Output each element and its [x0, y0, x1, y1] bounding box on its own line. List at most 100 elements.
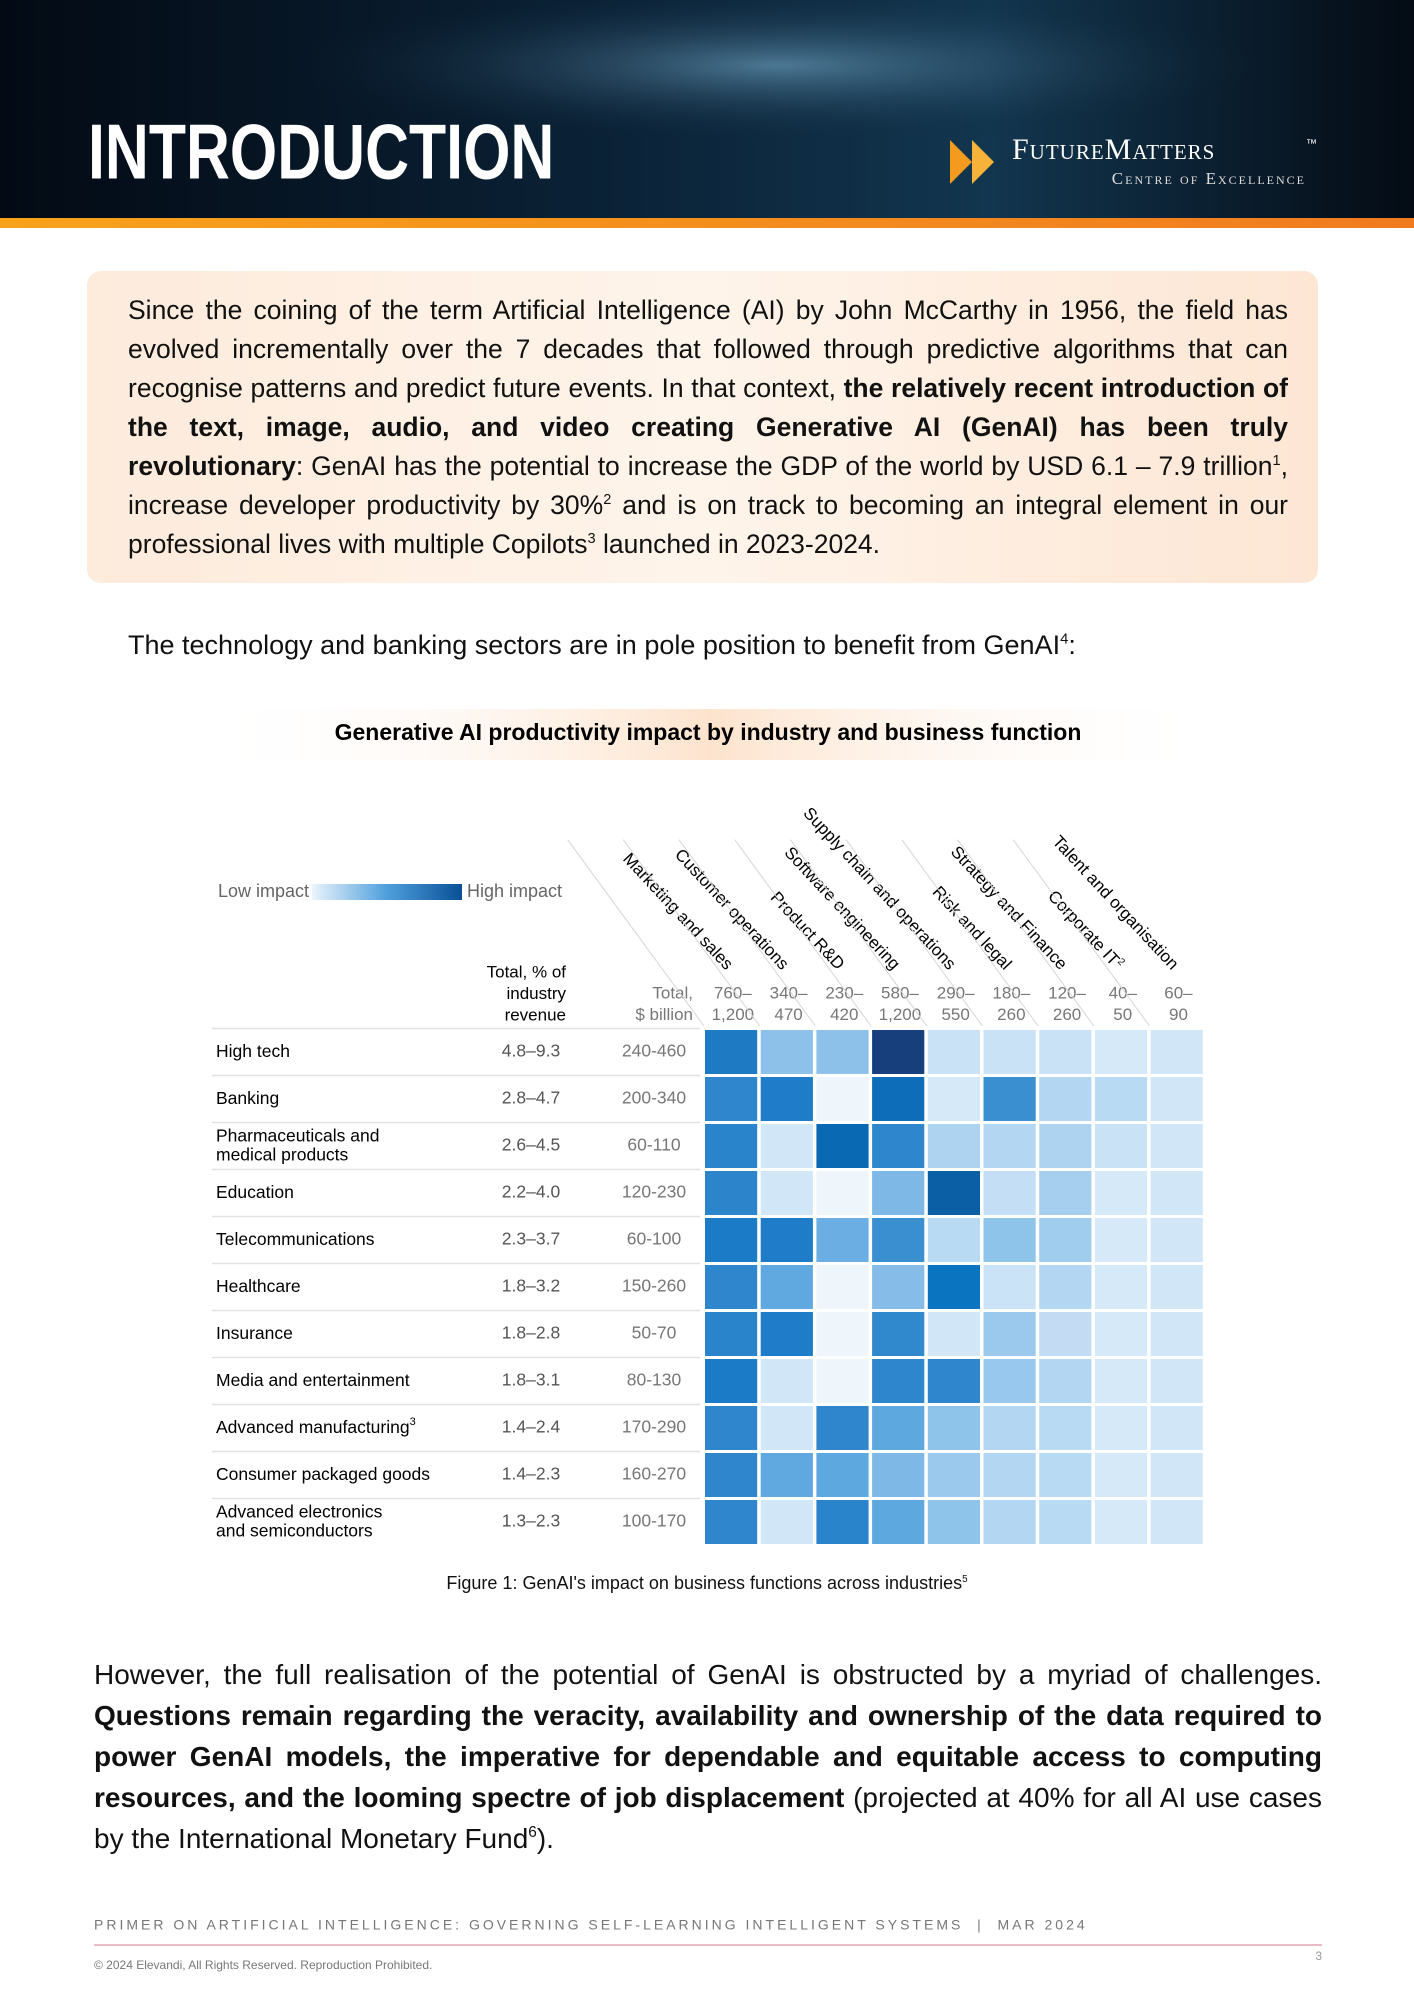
heatmap-cell [983, 1406, 1036, 1450]
column-total: 1,200 [712, 1005, 755, 1024]
heatmap-cell [927, 1265, 980, 1309]
logo-name: FutureMatters [1012, 133, 1215, 166]
row-total: 120-230 [622, 1182, 686, 1202]
total-header: $ billion [635, 1005, 693, 1024]
row-label: Telecommunications [216, 1229, 375, 1249]
row-total: 240-460 [622, 1041, 686, 1061]
text-run: Since the coining of the term Artificial… [128, 295, 1288, 403]
row-label: Insurance [216, 1323, 293, 1343]
row-label-text: Healthcare [216, 1276, 301, 1296]
text-run: , increase developer productivity by 30% [128, 451, 1288, 520]
heatmap-cell [872, 1453, 925, 1497]
figure-caption: Figure 1: GenAI's impact on business fun… [200, 1573, 1214, 1594]
heatmap-cell [983, 1359, 1036, 1403]
heatmap-cell [1094, 1077, 1148, 1121]
heatmap-cell [927, 1030, 980, 1074]
heatmap-cell [927, 1171, 980, 1215]
row-label: Education [216, 1182, 294, 1202]
heatmap-cell [872, 1171, 925, 1215]
heatmap-cell [872, 1218, 925, 1262]
row-label-text: Advanced manufacturing [216, 1417, 410, 1437]
column-total: 420 [830, 1005, 858, 1024]
column-total: 340– [770, 983, 808, 1002]
row-total: 170-290 [622, 1417, 686, 1437]
heatmap-cell [1094, 1171, 1148, 1215]
row-label-text: Insurance [216, 1323, 293, 1343]
row-label: Consumer packaged goods [216, 1464, 430, 1484]
heatmap-cell [983, 1218, 1036, 1262]
heatmap-cell [760, 1265, 813, 1309]
text-run: ). [536, 1823, 554, 1854]
heatmap-cell [872, 1500, 925, 1544]
heatmap-cell [872, 1359, 925, 1403]
heatmap-cell [1094, 1406, 1148, 1450]
heatmap-cell [816, 1171, 869, 1215]
row-label-text: medical products [216, 1144, 349, 1164]
row-total: 160-270 [622, 1464, 686, 1484]
legend-high: High impact [467, 881, 562, 901]
heatmap-cell [872, 1077, 925, 1121]
heatmap-cell [760, 1077, 813, 1121]
heatmap-cell [760, 1030, 813, 1074]
heatmap-cell [872, 1030, 925, 1074]
row-label: Advanced manufacturing3 [216, 1416, 416, 1437]
row-total: 100-170 [622, 1511, 686, 1531]
heatmap-cell [1039, 1453, 1092, 1497]
heatmap-cell [760, 1406, 813, 1450]
heatmap-cell [872, 1124, 925, 1168]
heatmap-cell [1150, 1077, 1203, 1121]
row-share: 2.3–3.7 [502, 1229, 560, 1249]
row-total: 60-110 [627, 1135, 680, 1155]
heatmap-cell [1094, 1500, 1148, 1544]
intro-paragraph: Since the coining of the term Artificial… [128, 291, 1288, 564]
column-label-sup: 2 [1115, 956, 1127, 968]
heatmap-cell [927, 1359, 980, 1403]
heatmap-cell [816, 1453, 869, 1497]
row-share: 1.3–2.3 [502, 1511, 560, 1531]
row-label-text: Advanced electronics [216, 1501, 383, 1521]
heatmap-cell [816, 1077, 869, 1121]
column-total: 580– [881, 983, 919, 1002]
total-header: Total, [652, 983, 693, 1002]
heatmap-cell [1150, 1030, 1203, 1074]
row-label-text: Media and entertainment [216, 1370, 410, 1390]
share-header: industry [506, 984, 566, 1003]
heatmap-cell [1150, 1500, 1203, 1544]
row-label-text: Education [216, 1182, 294, 1202]
heatmap-cell [1039, 1218, 1092, 1262]
footer-copyright: © 2024 Elevandi, All Rights Reserved. Re… [94, 1958, 432, 1972]
heatmap-cell [1039, 1124, 1092, 1168]
heatmap-cell [927, 1124, 980, 1168]
heatmap-cell [760, 1359, 813, 1403]
row-label: Healthcare [216, 1276, 301, 1296]
heatmap-cell [983, 1124, 1036, 1168]
heatmap-cell [1039, 1077, 1092, 1121]
text-run: Questions remain regarding the veracity,… [94, 1700, 1322, 1813]
heatmap-cell [816, 1406, 869, 1450]
share-header: Total, % of [487, 962, 567, 981]
column-total: 60– [1164, 983, 1193, 1002]
row-share: 1.4–2.4 [502, 1417, 561, 1437]
heatmap-cell [1094, 1218, 1148, 1262]
footnote-ref: 1 [1272, 452, 1281, 469]
heatmap-cell [872, 1312, 925, 1356]
column-guide [734, 839, 872, 1027]
intro-box [87, 271, 1318, 583]
column-total: 90 [1169, 1005, 1188, 1024]
column-guide [678, 839, 816, 1027]
text-run: (projected at 40% for all AI use cases b… [94, 1782, 1322, 1854]
heatmap-cell [1150, 1265, 1203, 1309]
column-total: 50 [1113, 1005, 1132, 1024]
heatmap-cell [872, 1265, 925, 1309]
heatmap-cell [816, 1218, 869, 1262]
heatmap-cell [1039, 1030, 1092, 1074]
heatmap-cell [760, 1124, 813, 1168]
figure-title: Generative AI productivity impact by ind… [335, 719, 1082, 745]
page-number: 3 [1315, 1949, 1322, 1963]
heatmap-cell [705, 1406, 758, 1450]
heatmap-cell [705, 1312, 758, 1356]
heatmap-cell [927, 1312, 980, 1356]
row-share: 1.8–3.2 [502, 1276, 560, 1296]
header-glow [0, 0, 1414, 218]
column-label-text: Marketing and sales [619, 850, 737, 974]
